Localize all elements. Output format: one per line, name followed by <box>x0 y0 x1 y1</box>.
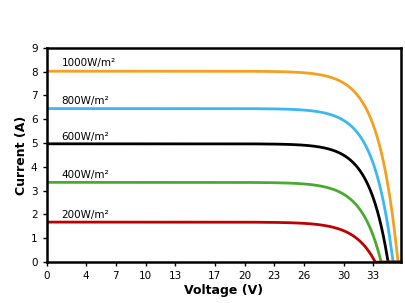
X-axis label: Voltage (V): Voltage (V) <box>184 284 263 297</box>
Text: IV kurve ved variabel innstråling ved 25°C:: IV kurve ved variabel innstråling ved 25… <box>10 14 366 31</box>
Text: 200W/m²: 200W/m² <box>62 210 109 220</box>
Text: 800W/m²: 800W/m² <box>62 96 109 106</box>
Y-axis label: Current (A): Current (A) <box>15 115 28 195</box>
Text: 400W/m²: 400W/m² <box>62 170 109 180</box>
Text: 1000W/m²: 1000W/m² <box>62 58 115 68</box>
Text: 600W/m²: 600W/m² <box>62 132 109 142</box>
